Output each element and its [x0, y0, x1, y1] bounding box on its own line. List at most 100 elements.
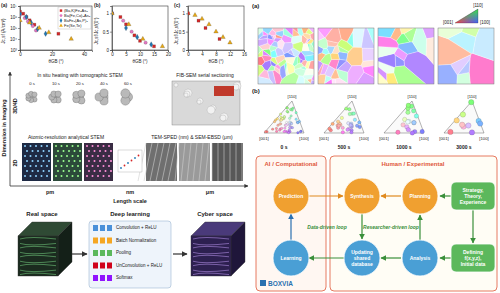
image-texture [105, 160, 107, 162]
image-texture [66, 165, 68, 167]
point [127, 22, 132, 26]
point [112, 11, 114, 17]
image-texture [77, 175, 79, 177]
image-texture [37, 150, 39, 152]
image-texture [41, 145, 43, 147]
grain [263, 49, 271, 56]
cube-front [18, 236, 58, 276]
inset-point [124, 165, 126, 167]
node-shape [451, 182, 495, 210]
image [212, 143, 243, 181]
point [112, 12, 114, 15]
axis-level: 3D/4D [12, 98, 18, 114]
orientation-dot [358, 121, 361, 124]
tick: 8 [215, 50, 218, 57]
image-texture [72, 175, 74, 177]
grain [275, 35, 282, 39]
tick-mark [110, 32, 112, 33]
y-axis: 00.51 [179, 7, 189, 53]
orientation-dot [279, 113, 281, 115]
inset-point [131, 160, 133, 162]
orientation-dot [337, 124, 340, 127]
orientation-dot [348, 108, 351, 111]
grain [273, 35, 276, 39]
node-shape [451, 244, 495, 272]
image-inset [214, 86, 234, 96]
image-texture [103, 155, 105, 157]
loop-label: Researcher-driven loop [363, 224, 419, 230]
point [193, 13, 198, 17]
tick: 0 [106, 48, 112, 53]
grain [294, 63, 303, 69]
point [188, 11, 190, 15]
axis-label: [110] [287, 94, 296, 99]
image-texture [88, 170, 90, 172]
orientation-dot [336, 120, 339, 123]
tick-mark [18, 50, 20, 51]
image-texture [99, 160, 101, 162]
point [47, 30, 52, 34]
grain [362, 48, 374, 61]
panel-title: FIB-SEM serial sectioning [176, 72, 234, 78]
cube-texture [193, 261, 229, 263]
x-axis: 02040 [19, 50, 92, 57]
tick: 1 [106, 11, 112, 16]
grain [258, 49, 263, 57]
point [122, 19, 125, 22]
image-texture [66, 175, 68, 177]
inset-point [120, 167, 122, 169]
image-texture [97, 165, 99, 167]
orientation-dot [459, 122, 464, 127]
point [141, 36, 146, 40]
node: Updatingshareddatabase [344, 240, 380, 276]
grain [331, 69, 339, 79]
grain [269, 29, 276, 35]
grain [312, 74, 314, 80]
layer-block [93, 263, 98, 269]
axis-label: [001] [379, 136, 388, 141]
tick-mark [186, 32, 188, 33]
orientation-dot [286, 110, 288, 112]
point [20, 18, 22, 22]
point [136, 34, 139, 40]
image-texture [94, 150, 96, 152]
ipf-triangle: [110][001][100]0 s [259, 94, 308, 150]
grain [303, 33, 311, 39]
orientation-dot [275, 130, 277, 132]
image-texture [61, 165, 63, 167]
y-axis-title: Jc,sf/Jc,sf(0°) [174, 17, 179, 45]
cube-texture [20, 252, 56, 254]
grain [426, 38, 434, 65]
tick-label: 10⁵ [10, 26, 17, 31]
axis-level: 2D [12, 159, 18, 166]
tick-label: 16 [242, 52, 248, 57]
cube-side [58, 222, 72, 276]
inset-point [127, 162, 129, 164]
image-texture [30, 175, 32, 177]
tick-label: 8 [215, 52, 218, 57]
legend-label: Fe(Se,Te) [64, 23, 82, 28]
tick: 10⁶ [10, 15, 20, 20]
particle [100, 89, 108, 97]
axis-label: [110] [473, 3, 483, 8]
points [112, 11, 165, 48]
image-texture [57, 170, 59, 172]
particle [32, 92, 37, 97]
cube [191, 222, 245, 276]
tick-label: 15 [152, 52, 158, 57]
grain [285, 28, 293, 36]
image-texture [79, 170, 81, 172]
point [130, 30, 133, 33]
point [22, 12, 25, 15]
grain [362, 66, 374, 78]
time-label: 10 s [52, 81, 60, 86]
layer-label: UnConvolution + ReLU [116, 263, 162, 268]
layer-block [100, 225, 105, 231]
image-texture [61, 175, 63, 177]
tick-label: 10⁶ [10, 15, 17, 20]
orientation-dot [348, 112, 351, 115]
image-texture [46, 155, 48, 157]
axis-title: Dimension in imaging [1, 99, 7, 156]
image-texture [207, 106, 215, 114]
image-texture [30, 155, 32, 157]
